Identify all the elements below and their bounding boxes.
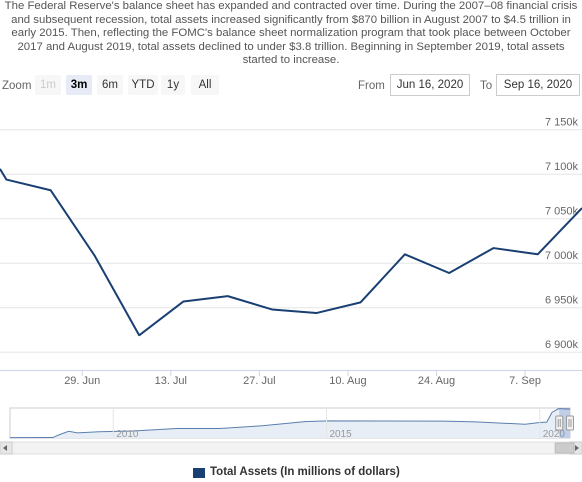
- y-tick-label: 7 050k: [545, 206, 579, 218]
- x-tick-label: 27. Jul: [243, 375, 275, 387]
- to-date-input[interactable]: Sep 16, 2020: [496, 74, 580, 96]
- navigator[interactable]: 2010 2015 2020: [9, 407, 574, 440]
- legend-swatch: [193, 468, 205, 478]
- y-tick-label: 7 100k: [545, 161, 579, 173]
- zoom-all-button[interactable]: All: [191, 75, 219, 95]
- zoom-3m-button[interactable]: 3m: [66, 75, 92, 95]
- from-label: From: [358, 80, 385, 92]
- scrollbar-thumb[interactable]: [554, 442, 575, 454]
- x-tick-label: 10. Aug: [329, 375, 366, 387]
- zoom-ytd-button[interactable]: YTD: [128, 75, 158, 95]
- y-axis: 6 900k 6 950k 7 000k 7 050k 7 100k 7 150k: [545, 117, 579, 352]
- y-tick-label: 6 950k: [545, 295, 579, 307]
- scrollbar-track[interactable]: [0, 441, 582, 455]
- navigator-year-label: 2010: [116, 429, 139, 440]
- y-tick-label: 7 150k: [545, 117, 579, 129]
- x-tick-label: 7. Sep: [509, 375, 541, 387]
- legend-label: Total Assets (In millions of dollars): [210, 466, 400, 478]
- navigator-handle[interactable]: [566, 415, 574, 431]
- navigator-selection[interactable]: [559, 408, 570, 438]
- navigator-year-label: 2020: [543, 429, 566, 440]
- scrollbar[interactable]: [0, 441, 582, 455]
- navigator-series: [9, 408, 571, 439]
- plot-area: [0, 167, 582, 336]
- from-date-input[interactable]: Jun 16, 2020: [390, 74, 470, 96]
- x-tick-label: 29. Jun: [64, 375, 100, 387]
- x-tick-label: 13. Jul: [155, 375, 187, 387]
- navigator-handle[interactable]: [555, 415, 564, 431]
- to-label: To: [480, 80, 493, 92]
- chevron-right-icon: [575, 445, 579, 451]
- chart-description: The Federal Reserve's balance sheet has …: [4, 0, 578, 67]
- zoom-label: Zoom: [2, 80, 32, 92]
- navigator-year-label: 2015: [329, 429, 352, 440]
- chart-area: 29. Jun 13. Jul 27. Jul 10. Aug 24. Aug 7. Se…: [0, 117, 582, 455]
- chevron-left-icon: [3, 445, 7, 451]
- zoom-6m-button[interactable]: 6m: [97, 75, 123, 95]
- range-selector: Zoom 1m 3m 6m YTD 1y All From Jun 16, 20…: [0, 74, 582, 98]
- x-tick-label: 24. Aug: [418, 375, 455, 387]
- x-axis: 29. Jun 13. Jul 27. Jul 10. Aug 24. Aug 7. Se…: [0, 370, 582, 387]
- series-line-total-assets: [0, 169, 582, 335]
- y-tick-label: 7 000k: [545, 250, 579, 262]
- y-tick-label: 6 900k: [545, 339, 579, 351]
- legend[interactable]: Total Assets (In millions of dollars): [0, 464, 582, 480]
- gridlines: [0, 129, 582, 353]
- zoom-1y-button[interactable]: 1y: [161, 75, 185, 95]
- zoom-1m-button[interactable]: 1m: [35, 75, 61, 95]
